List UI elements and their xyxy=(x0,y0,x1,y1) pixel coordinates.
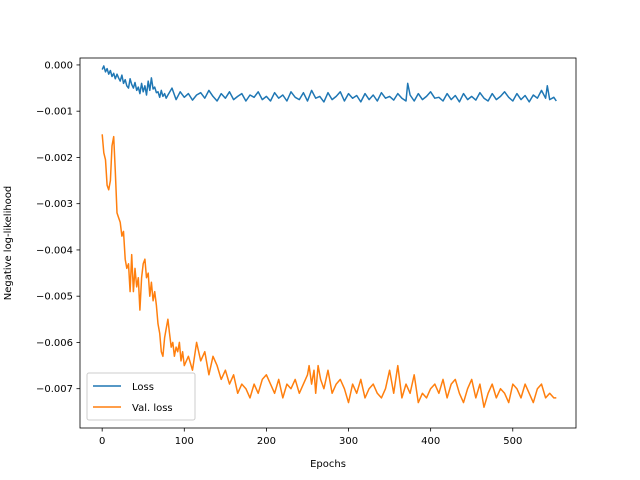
legend-box xyxy=(86,372,196,421)
series-layer xyxy=(101,65,557,408)
y-axis-ticks: 0.000 −0.001 −0.002 −0.003 −0.004 −0.005 −0.00… xyxy=(36,60,80,395)
y-tick-label: −0.002 xyxy=(36,153,73,164)
x-tick-label: 200 xyxy=(257,436,276,447)
series-line-val-loss xyxy=(101,134,557,408)
x-axis-ticks: 0 100 200 300 400 500 xyxy=(99,428,522,447)
y-tick-label: −0.007 xyxy=(36,384,73,395)
x-tick-label: 400 xyxy=(421,436,440,447)
x-tick-label: 300 xyxy=(339,436,358,447)
legend: Loss Val. loss xyxy=(86,372,196,421)
y-tick-label: −0.003 xyxy=(36,199,73,210)
plot-frame xyxy=(79,57,577,429)
y-tick-label: −0.006 xyxy=(36,338,73,349)
legend-label-loss: Loss xyxy=(132,382,154,393)
legend-label-val-loss: Val. loss xyxy=(132,403,173,414)
x-tick-label: 100 xyxy=(175,436,194,447)
y-axis-title: Negative log-likelihood xyxy=(3,186,14,301)
x-tick-label: 0 xyxy=(99,436,105,447)
series-line-loss xyxy=(101,65,557,103)
y-tick-label: 0.000 xyxy=(44,60,73,71)
x-tick-label: 500 xyxy=(503,436,522,447)
y-tick-label: −0.005 xyxy=(36,292,73,303)
y-tick-label: −0.004 xyxy=(36,245,73,256)
x-axis-title: Epochs xyxy=(310,459,346,470)
y-tick-label: −0.001 xyxy=(36,107,73,118)
